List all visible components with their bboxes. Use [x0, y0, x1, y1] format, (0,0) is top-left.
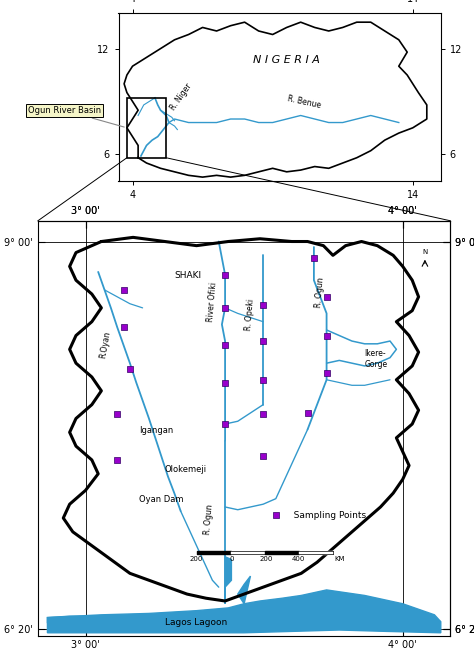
- Bar: [127, 98, 166, 158]
- Text: R. Niger: R. Niger: [169, 82, 194, 112]
- Point: [221, 377, 229, 388]
- Polygon shape: [47, 590, 441, 633]
- Text: 0: 0: [229, 556, 234, 562]
- Point: [259, 336, 267, 347]
- Text: R.Oyan: R.Oyan: [98, 330, 112, 359]
- Point: [259, 375, 267, 385]
- Point: [323, 292, 330, 302]
- Text: R. Benue: R. Benue: [287, 94, 322, 110]
- Polygon shape: [124, 22, 427, 177]
- Point: [310, 253, 318, 264]
- Text: Igangan: Igangan: [139, 426, 173, 435]
- Point: [304, 407, 311, 418]
- Polygon shape: [225, 557, 231, 603]
- Point: [323, 330, 330, 341]
- Text: 200: 200: [190, 556, 203, 562]
- Text: Olokemeji: Olokemeji: [165, 465, 207, 474]
- Point: [120, 322, 128, 332]
- Point: [221, 340, 229, 351]
- Point: [113, 409, 121, 419]
- Polygon shape: [238, 576, 250, 603]
- Point: [259, 300, 267, 310]
- Point: [221, 270, 229, 280]
- Point: [221, 302, 229, 313]
- Point: [272, 510, 280, 520]
- Point: [126, 363, 134, 374]
- Point: [259, 450, 267, 461]
- Text: N I G E R I A: N I G E R I A: [253, 55, 320, 65]
- Point: [221, 419, 229, 429]
- Text: SHAKI: SHAKI: [174, 271, 201, 280]
- Text: Ogun River Basin: Ogun River Basin: [28, 106, 124, 127]
- Text: Ikere-
Gorge: Ikere- Gorge: [365, 349, 388, 369]
- Polygon shape: [47, 616, 133, 623]
- Polygon shape: [117, 622, 165, 629]
- Polygon shape: [365, 617, 441, 630]
- Text: 400: 400: [292, 556, 305, 562]
- Text: River Ofiki: River Ofiki: [206, 281, 219, 322]
- Text: 200: 200: [260, 556, 273, 562]
- Point: [323, 367, 330, 378]
- Point: [113, 455, 121, 466]
- Text: R. Opeki: R. Opeki: [244, 299, 256, 331]
- Text: Sampling Points: Sampling Points: [285, 510, 366, 520]
- Text: R. Ogun: R. Ogun: [203, 504, 215, 535]
- Text: R. Ogun: R. Ogun: [314, 277, 326, 308]
- Text: KM: KM: [334, 556, 345, 562]
- Text: Lagos Lagoon: Lagos Lagoon: [165, 618, 228, 628]
- Text: Oyan Dam: Oyan Dam: [139, 495, 184, 504]
- Point: [120, 284, 128, 295]
- Polygon shape: [292, 623, 333, 629]
- Text: N: N: [422, 250, 428, 256]
- Point: [259, 409, 267, 419]
